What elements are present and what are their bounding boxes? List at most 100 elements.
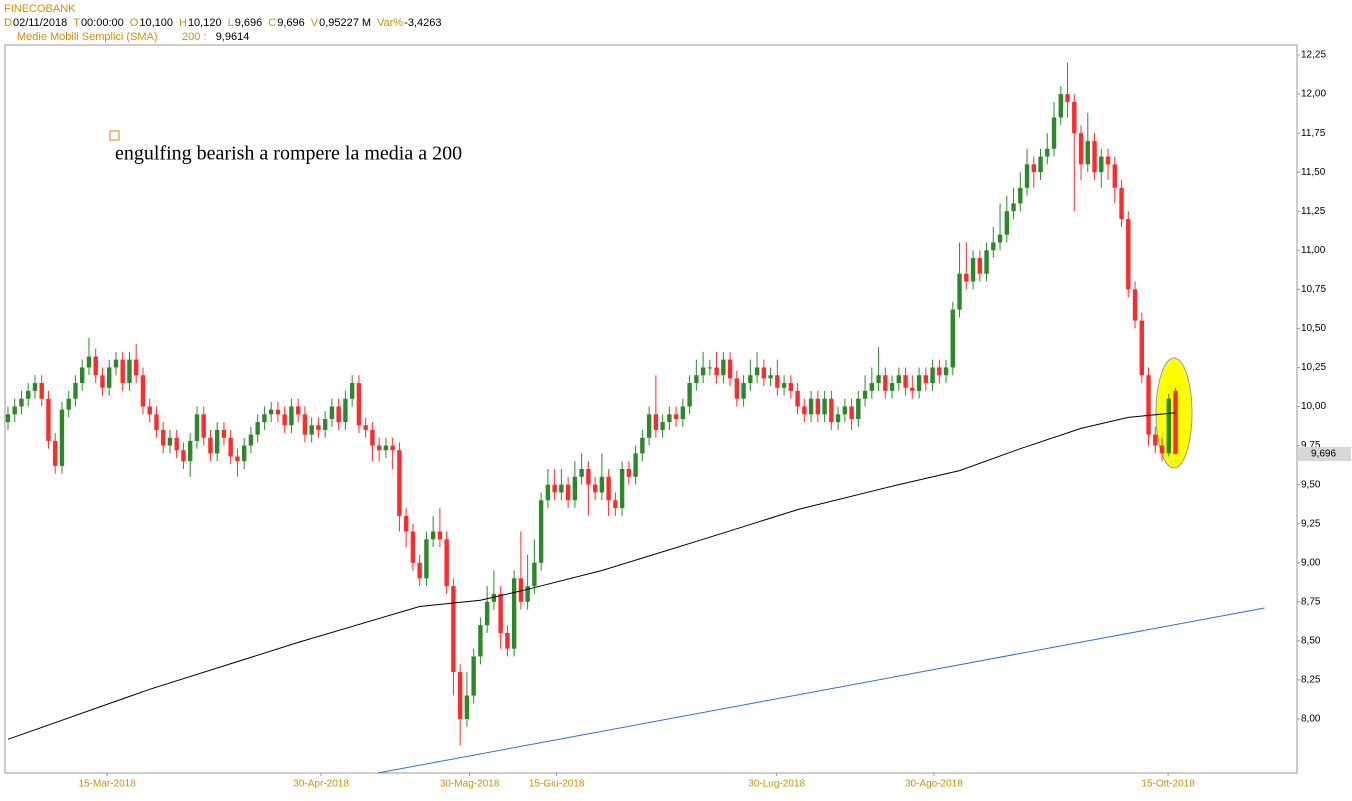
candle-body [869, 383, 875, 391]
candle-body [282, 414, 287, 426]
candle-body [727, 359, 733, 379]
candle-body [498, 593, 503, 634]
candle-body [1024, 164, 1030, 188]
candle-body [673, 414, 679, 419]
candle-body [289, 406, 294, 426]
y-tick-label: 10,75 [1301, 284, 1326, 295]
candle-body [133, 359, 139, 376]
candle-body [835, 414, 841, 423]
y-tick-label: 8,75 [1301, 596, 1321, 607]
y-tick-label: 10,25 [1301, 362, 1326, 373]
candle-body [788, 383, 794, 391]
candle-body [127, 359, 132, 384]
y-tick-label: 10,00 [1301, 401, 1326, 412]
candle-body [424, 539, 429, 579]
x-tick-label: 15-Ott-2018 [1141, 779, 1195, 790]
candle-body [511, 578, 517, 649]
candle-body [505, 633, 510, 649]
candle-body [923, 375, 929, 384]
candle-body [140, 375, 146, 407]
candle-body [100, 375, 105, 388]
field-key: C [268, 17, 277, 29]
field-key: Var% [377, 17, 404, 29]
candle-body [1011, 203, 1016, 212]
candle-body [275, 409, 281, 415]
candle-body [302, 414, 308, 435]
candle-body [329, 406, 335, 419]
candle-body [336, 406, 341, 423]
y-tick-label: 10,50 [1301, 323, 1326, 334]
candle-body [147, 406, 152, 415]
candle-body [721, 359, 726, 376]
field-value: 0,95227 M [319, 17, 372, 29]
candle-body [235, 456, 240, 462]
candle-body [309, 425, 314, 435]
y-tick-label: 8,50 [1301, 635, 1321, 646]
candle-body [32, 383, 38, 391]
candle-body [984, 250, 989, 274]
candle-body [646, 414, 652, 438]
candle-body [194, 414, 200, 441]
candle-body [532, 562, 537, 587]
candle-body [437, 531, 443, 540]
candle-body [1105, 156, 1111, 165]
candle-body [1051, 117, 1057, 149]
trendline [377, 607, 1265, 774]
candle-body [5, 414, 11, 423]
candle-body [1173, 390, 1178, 454]
field-key: O [129, 17, 139, 29]
candle-body [559, 484, 564, 493]
field-value: 9,696 [277, 17, 305, 29]
candle-body [586, 468, 591, 485]
field-key: T [73, 17, 80, 29]
field-key: H [178, 17, 187, 29]
field-value: 02/11/2018 [12, 17, 68, 29]
header: FINECOBANK D02/11/2018 T00:00:00 O10,100 H1… [4, 2, 447, 44]
candle-body [849, 406, 854, 419]
candle-body [964, 273, 969, 282]
candle-body [680, 406, 686, 419]
candle-body [640, 437, 645, 454]
candle-body [457, 672, 463, 719]
y-tick-label: 9,25 [1301, 518, 1321, 529]
candle-body [26, 390, 31, 399]
candle-body [19, 398, 24, 407]
field-key: L [227, 17, 234, 29]
candle-body [950, 309, 956, 368]
candle-body [970, 258, 976, 282]
y-tick-label: 9,75 [1301, 440, 1321, 451]
candle-body [248, 434, 254, 446]
candle-body [491, 593, 497, 602]
candle-body [1126, 219, 1131, 290]
candle-body [376, 445, 382, 451]
candle-body [59, 409, 65, 466]
candle-body [201, 414, 206, 438]
sma-legend: Medie Mobili Semplici (SMA) 200 : 9,9614 [4, 30, 447, 44]
candle-body [707, 367, 713, 369]
candle-body [606, 476, 611, 501]
candle-body [255, 422, 260, 435]
candle-body [93, 356, 98, 376]
y-tick-label: 9,50 [1301, 479, 1321, 490]
candle-body [694, 375, 699, 384]
symbol: FINECOBANK [4, 3, 76, 15]
candle-body [187, 440, 193, 462]
y-tick-label: 8,25 [1301, 675, 1321, 686]
candle-body [154, 414, 159, 430]
last-price-box [1298, 446, 1351, 461]
y-tick-label: 8,00 [1301, 714, 1321, 725]
plot-area [4, 44, 1298, 774]
candle-body [552, 484, 557, 493]
y-tick-label: 9,00 [1301, 557, 1321, 568]
candle-body [930, 367, 935, 384]
candle-body [822, 398, 827, 415]
candle-body [1132, 289, 1138, 321]
candle-body [1146, 375, 1151, 435]
candle-body [660, 422, 665, 430]
candle-body [957, 273, 962, 310]
candle-body [464, 695, 470, 719]
candle-body [667, 414, 672, 423]
candle-body [241, 445, 247, 462]
